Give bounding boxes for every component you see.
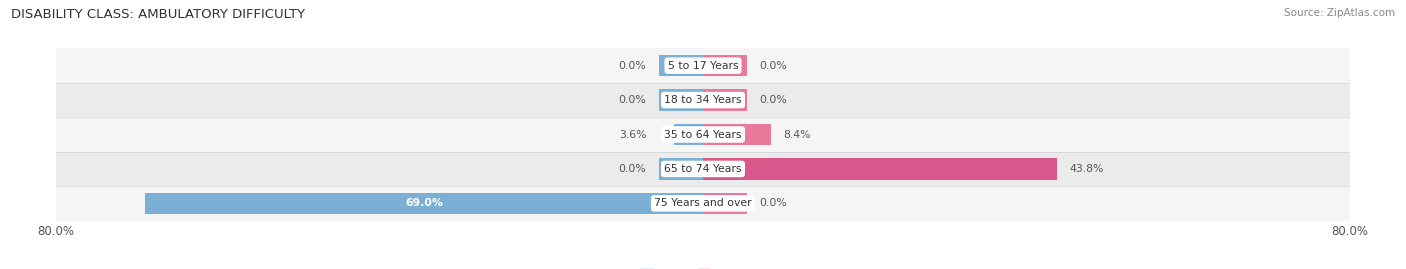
- Bar: [703, 55, 748, 76]
- Bar: [658, 89, 703, 111]
- Bar: [703, 193, 748, 214]
- Text: Source: ZipAtlas.com: Source: ZipAtlas.com: [1284, 8, 1395, 18]
- Text: 5 to 17 Years: 5 to 17 Years: [668, 61, 738, 71]
- Legend: Male, Female: Male, Female: [636, 264, 770, 269]
- Text: 0.0%: 0.0%: [619, 61, 647, 71]
- Bar: [145, 193, 703, 214]
- Bar: [56, 117, 1350, 152]
- Bar: [703, 124, 770, 145]
- Text: 65 to 74 Years: 65 to 74 Years: [664, 164, 742, 174]
- Text: 8.4%: 8.4%: [783, 129, 810, 140]
- Text: 35 to 64 Years: 35 to 64 Years: [664, 129, 742, 140]
- Bar: [658, 158, 703, 180]
- Bar: [56, 152, 1350, 186]
- Text: 69.0%: 69.0%: [405, 198, 443, 208]
- Text: 0.0%: 0.0%: [759, 95, 787, 105]
- Text: 75 Years and over: 75 Years and over: [654, 198, 752, 208]
- Bar: [56, 83, 1350, 117]
- Text: 43.8%: 43.8%: [1069, 164, 1104, 174]
- Text: 18 to 34 Years: 18 to 34 Years: [664, 95, 742, 105]
- Bar: [56, 186, 1350, 221]
- Text: 3.6%: 3.6%: [619, 129, 647, 140]
- Bar: [703, 89, 748, 111]
- Bar: [56, 48, 1350, 83]
- Text: 0.0%: 0.0%: [619, 95, 647, 105]
- Text: 0.0%: 0.0%: [759, 198, 787, 208]
- Text: 0.0%: 0.0%: [619, 164, 647, 174]
- Text: 0.0%: 0.0%: [759, 61, 787, 71]
- Bar: [703, 158, 1057, 180]
- Bar: [658, 55, 703, 76]
- Bar: [673, 124, 703, 145]
- Text: DISABILITY CLASS: AMBULATORY DIFFICULTY: DISABILITY CLASS: AMBULATORY DIFFICULTY: [11, 8, 305, 21]
